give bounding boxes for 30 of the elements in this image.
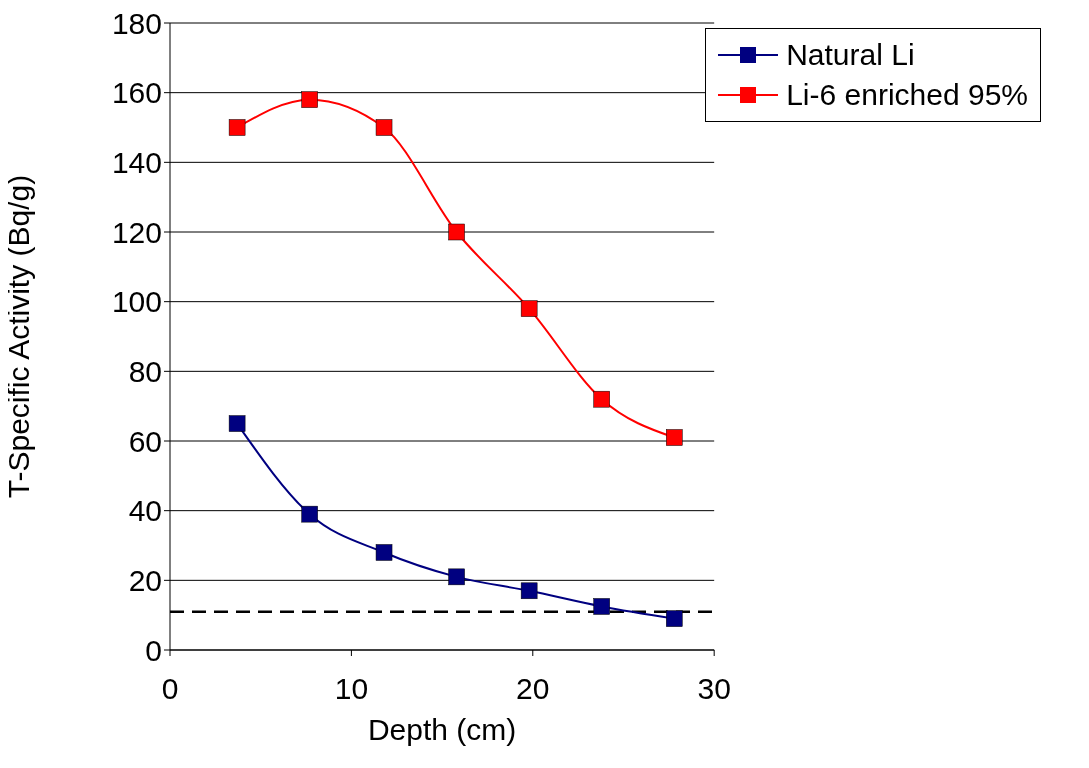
point <box>228 119 246 136</box>
x-axis-title: Depth (cm) <box>367 713 517 746</box>
point <box>520 300 538 317</box>
y-tick-label: 40 <box>128 494 162 528</box>
x-tick-label: 10 <box>334 672 369 706</box>
y-tick-label: 120 <box>111 215 162 249</box>
point <box>301 91 318 108</box>
legend-label: Natural Li <box>786 37 915 73</box>
point <box>301 505 318 523</box>
y-tick-label: 80 <box>128 354 162 388</box>
y-tick-label: 160 <box>111 76 162 110</box>
legend-label: Li-6 enriched 95% <box>786 77 1028 113</box>
y-tick-label: 140 <box>111 145 162 179</box>
x-tick-label: 20 <box>516 672 550 706</box>
point <box>666 429 683 446</box>
y-tick-label: 0 <box>145 633 162 667</box>
point <box>375 544 393 561</box>
y-tick-label: 20 <box>128 563 162 597</box>
point <box>593 598 610 615</box>
point <box>228 415 246 432</box>
x-tick-label: 30 <box>697 672 731 706</box>
y-tick-label: 180 <box>111 6 162 40</box>
y-tick-label: 100 <box>111 285 162 319</box>
point <box>448 568 465 586</box>
point <box>448 223 465 241</box>
point <box>666 610 683 627</box>
point <box>593 390 610 408</box>
point <box>375 119 393 136</box>
y-tick-label: 60 <box>128 424 162 458</box>
point <box>520 582 538 600</box>
